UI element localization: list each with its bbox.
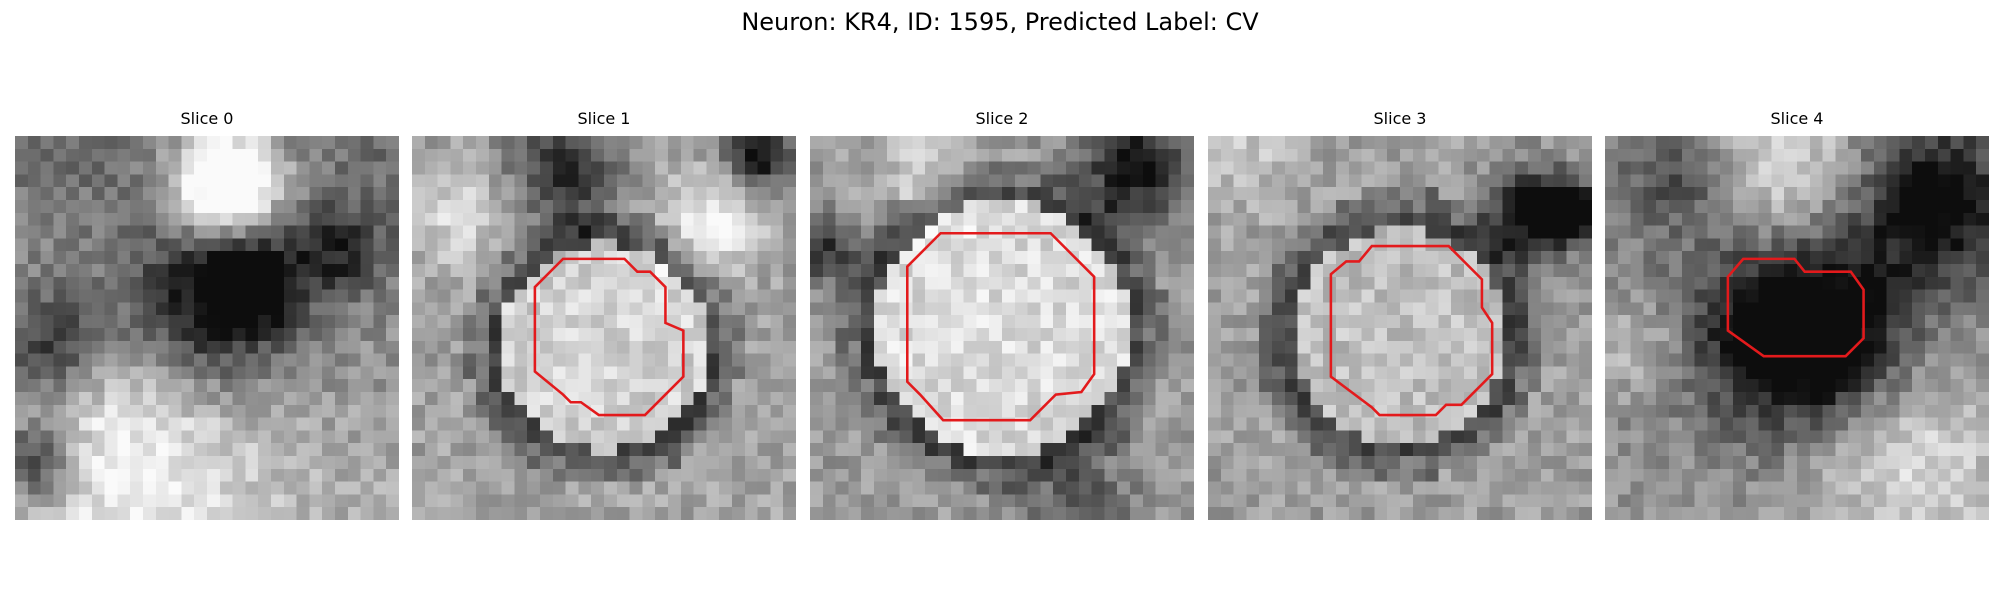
roi-contour [905,231,1096,422]
roi-contour [1726,257,1865,358]
slice-panel-0: Slice 0 [15,108,399,520]
slice-panel-1: Slice 1 [412,108,796,520]
slice-image [15,136,399,520]
slice-title: Slice 4 [1770,109,1824,128]
slice-title: Slice 3 [1373,109,1427,128]
slice-panel-4: Slice 4 [1605,108,1989,520]
roi-contour [1329,244,1494,417]
slice-image [810,136,1194,520]
slice-title: Slice 0 [180,109,234,128]
slice-title: Slice 1 [577,109,631,128]
slice-title: Slice 2 [975,109,1029,128]
slice-image [412,136,796,520]
roi-contour [533,257,685,417]
slice-panel-2: Slice 2 [810,108,1194,520]
slice-panel-3: Slice 3 [1208,108,1592,520]
figure-title: Neuron: KR4, ID: 1595, Predicted Label: … [741,8,1259,36]
slice-image [1605,136,1989,520]
slice-image [1208,136,1592,520]
